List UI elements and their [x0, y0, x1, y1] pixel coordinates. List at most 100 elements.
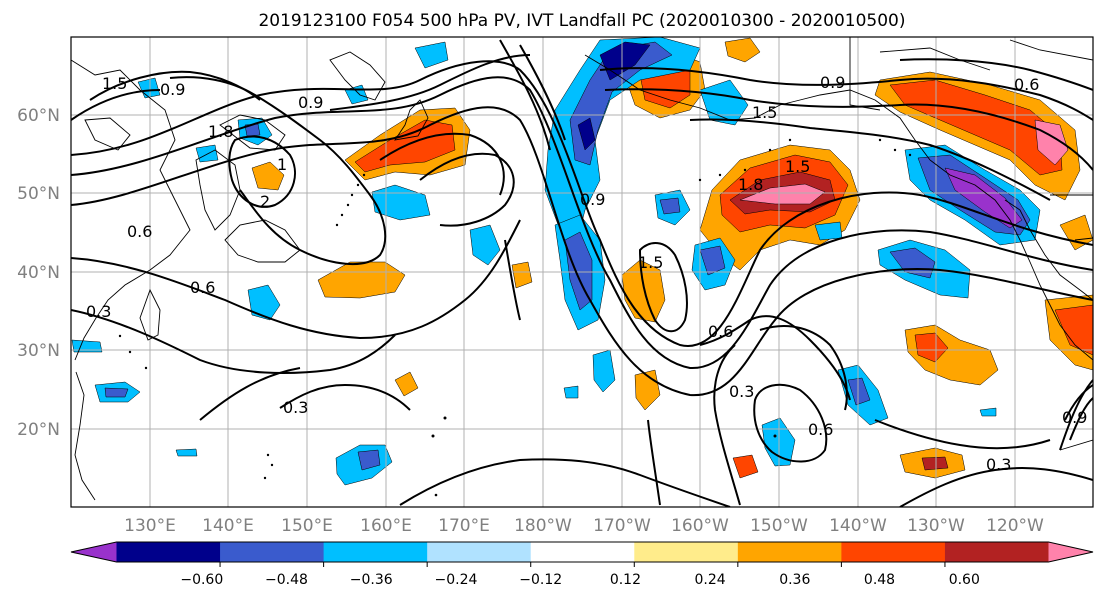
coastlines	[71, 37, 1093, 501]
colorbar-label: −0.48	[265, 572, 308, 588]
anomaly-region	[175, 448, 198, 457]
anomaly-region	[251, 161, 285, 191]
contour-label: 2	[260, 192, 270, 211]
lon-label: 160°E	[360, 516, 412, 536]
contour-label: 0.6	[190, 278, 215, 297]
colorbar-ticks	[219, 562, 946, 567]
contour-label: 1.5	[102, 74, 127, 93]
anomaly-region	[469, 224, 501, 266]
colorbar-labels: −0.60 −0.48 −0.36 −0.24 −0.12 0.12 0.24 …	[180, 572, 980, 588]
contour-label: 0.6	[808, 420, 833, 439]
latitude-labels: 20°N 30°N 40°N 50°N 60°N	[17, 106, 60, 440]
colorbar-cell	[944, 542, 1049, 562]
contour-label: 0.6	[708, 322, 733, 341]
contour-labels: 1.5 0.9 1.8 0.9 1 2 0.6 0.6 0.3 0.3 1.5 …	[86, 73, 1087, 474]
colorbar-label: 0.36	[779, 572, 810, 588]
colorbar-cells	[71, 542, 1093, 562]
contour-label: 1.8	[208, 122, 233, 141]
anomaly-region	[511, 261, 533, 289]
map-frame	[70, 36, 1094, 508]
anomaly-region	[563, 385, 579, 399]
contour-label: 1	[277, 155, 287, 174]
map-panel: 1.5 0.9 1.8 0.9 1 2 0.6 0.6 0.3 0.3 1.5 …	[70, 36, 1094, 508]
contour-label: 1.5	[638, 253, 663, 272]
anomaly-region	[659, 197, 681, 215]
contour-label: 0.6	[127, 222, 152, 241]
contour-label: 1.5	[752, 103, 777, 122]
contour-label: 0.9	[160, 80, 185, 99]
contour-label: 0.3	[86, 302, 111, 321]
anomaly-region	[944, 167, 1023, 229]
contour-label: 0.9	[298, 93, 323, 112]
lat-label: 60°N	[17, 106, 60, 126]
contour-label: 0.9	[1062, 408, 1087, 427]
contour-label: 1.8	[738, 175, 763, 194]
contour-label: 0.3	[283, 398, 308, 417]
lat-label: 30°N	[17, 341, 60, 361]
colorbar-label: 0.24	[695, 572, 726, 588]
contour-label: 0.9	[820, 73, 845, 92]
lon-label: 140°W	[829, 516, 887, 536]
colorbar-cell	[427, 542, 532, 562]
colorbar-outline	[70, 541, 1094, 563]
anomaly-region	[979, 407, 997, 417]
colorbar: −0.60 −0.48 −0.36 −0.24 −0.12 0.12 0.24 …	[70, 541, 1094, 588]
colorbar-extend-high	[1048, 542, 1093, 562]
anomaly-region	[104, 387, 129, 398]
colorbar-cell	[634, 542, 739, 562]
lon-label: 130°E	[124, 516, 176, 536]
anomaly-region	[699, 245, 726, 276]
colorbar-cell	[530, 542, 635, 562]
figure-title: 2019123100 F054 500 hPa PV, IVT Landfall…	[258, 11, 905, 31]
anomaly-region	[1059, 214, 1093, 251]
anomaly-region	[317, 261, 406, 299]
lon-label: 170°W	[593, 516, 651, 536]
colorbar-label: −0.60	[180, 572, 223, 588]
lat-label: 20°N	[17, 420, 60, 440]
colorbar-extend-low	[71, 542, 117, 562]
lon-label: 160°W	[671, 516, 729, 536]
longitude-labels: 130°E 140°E 150°E 160°E 170°E 180°W 170°…	[124, 516, 1044, 536]
anomaly-region	[599, 41, 651, 81]
lon-label: 130°W	[907, 516, 965, 536]
colorbar-cell	[323, 542, 428, 562]
anomaly-region	[732, 454, 759, 479]
anomaly-region	[889, 79, 1063, 176]
colorbar-cell	[116, 542, 221, 562]
anomaly-region	[921, 456, 949, 471]
colorbar-cell	[841, 542, 946, 562]
contour-label: 0.6	[1014, 75, 1039, 94]
colorbar-label: −0.24	[435, 572, 478, 588]
colorbar-label: 0.12	[610, 572, 641, 588]
anomaly-region	[592, 349, 616, 393]
anomaly-region	[814, 221, 843, 241]
contour-label: 1.5	[785, 157, 810, 176]
colorbar-label: −0.12	[519, 572, 562, 588]
colorbar-cell	[220, 542, 325, 562]
anomaly-region	[847, 377, 871, 406]
lat-label: 50°N	[17, 184, 60, 204]
anomaly-region	[195, 144, 219, 163]
colorbar-label: 0.60	[949, 572, 980, 588]
colorbar-cell	[737, 542, 842, 562]
lon-label: 180°W	[514, 516, 572, 536]
lon-label: 150°W	[750, 516, 808, 536]
colorbar-label: 0.48	[864, 572, 895, 588]
anomaly-region	[724, 37, 761, 63]
anomaly-region	[394, 371, 419, 397]
anomaly-region	[1054, 304, 1093, 356]
lat-label: 40°N	[17, 263, 60, 283]
anomaly-region	[739, 183, 826, 205]
pv-contours	[71, 39, 1093, 507]
anomaly-region	[357, 449, 381, 471]
anomaly-region	[914, 332, 949, 363]
anomaly-region	[577, 117, 596, 151]
contour-label: 0.3	[986, 455, 1011, 474]
lon-label: 120°W	[986, 516, 1044, 536]
island-chains	[118, 138, 912, 497]
lon-label: 140°E	[202, 516, 254, 536]
contour-label: 0.3	[729, 382, 754, 401]
colorbar-label: −0.36	[350, 572, 393, 588]
contour-label: 0.9	[580, 190, 605, 209]
